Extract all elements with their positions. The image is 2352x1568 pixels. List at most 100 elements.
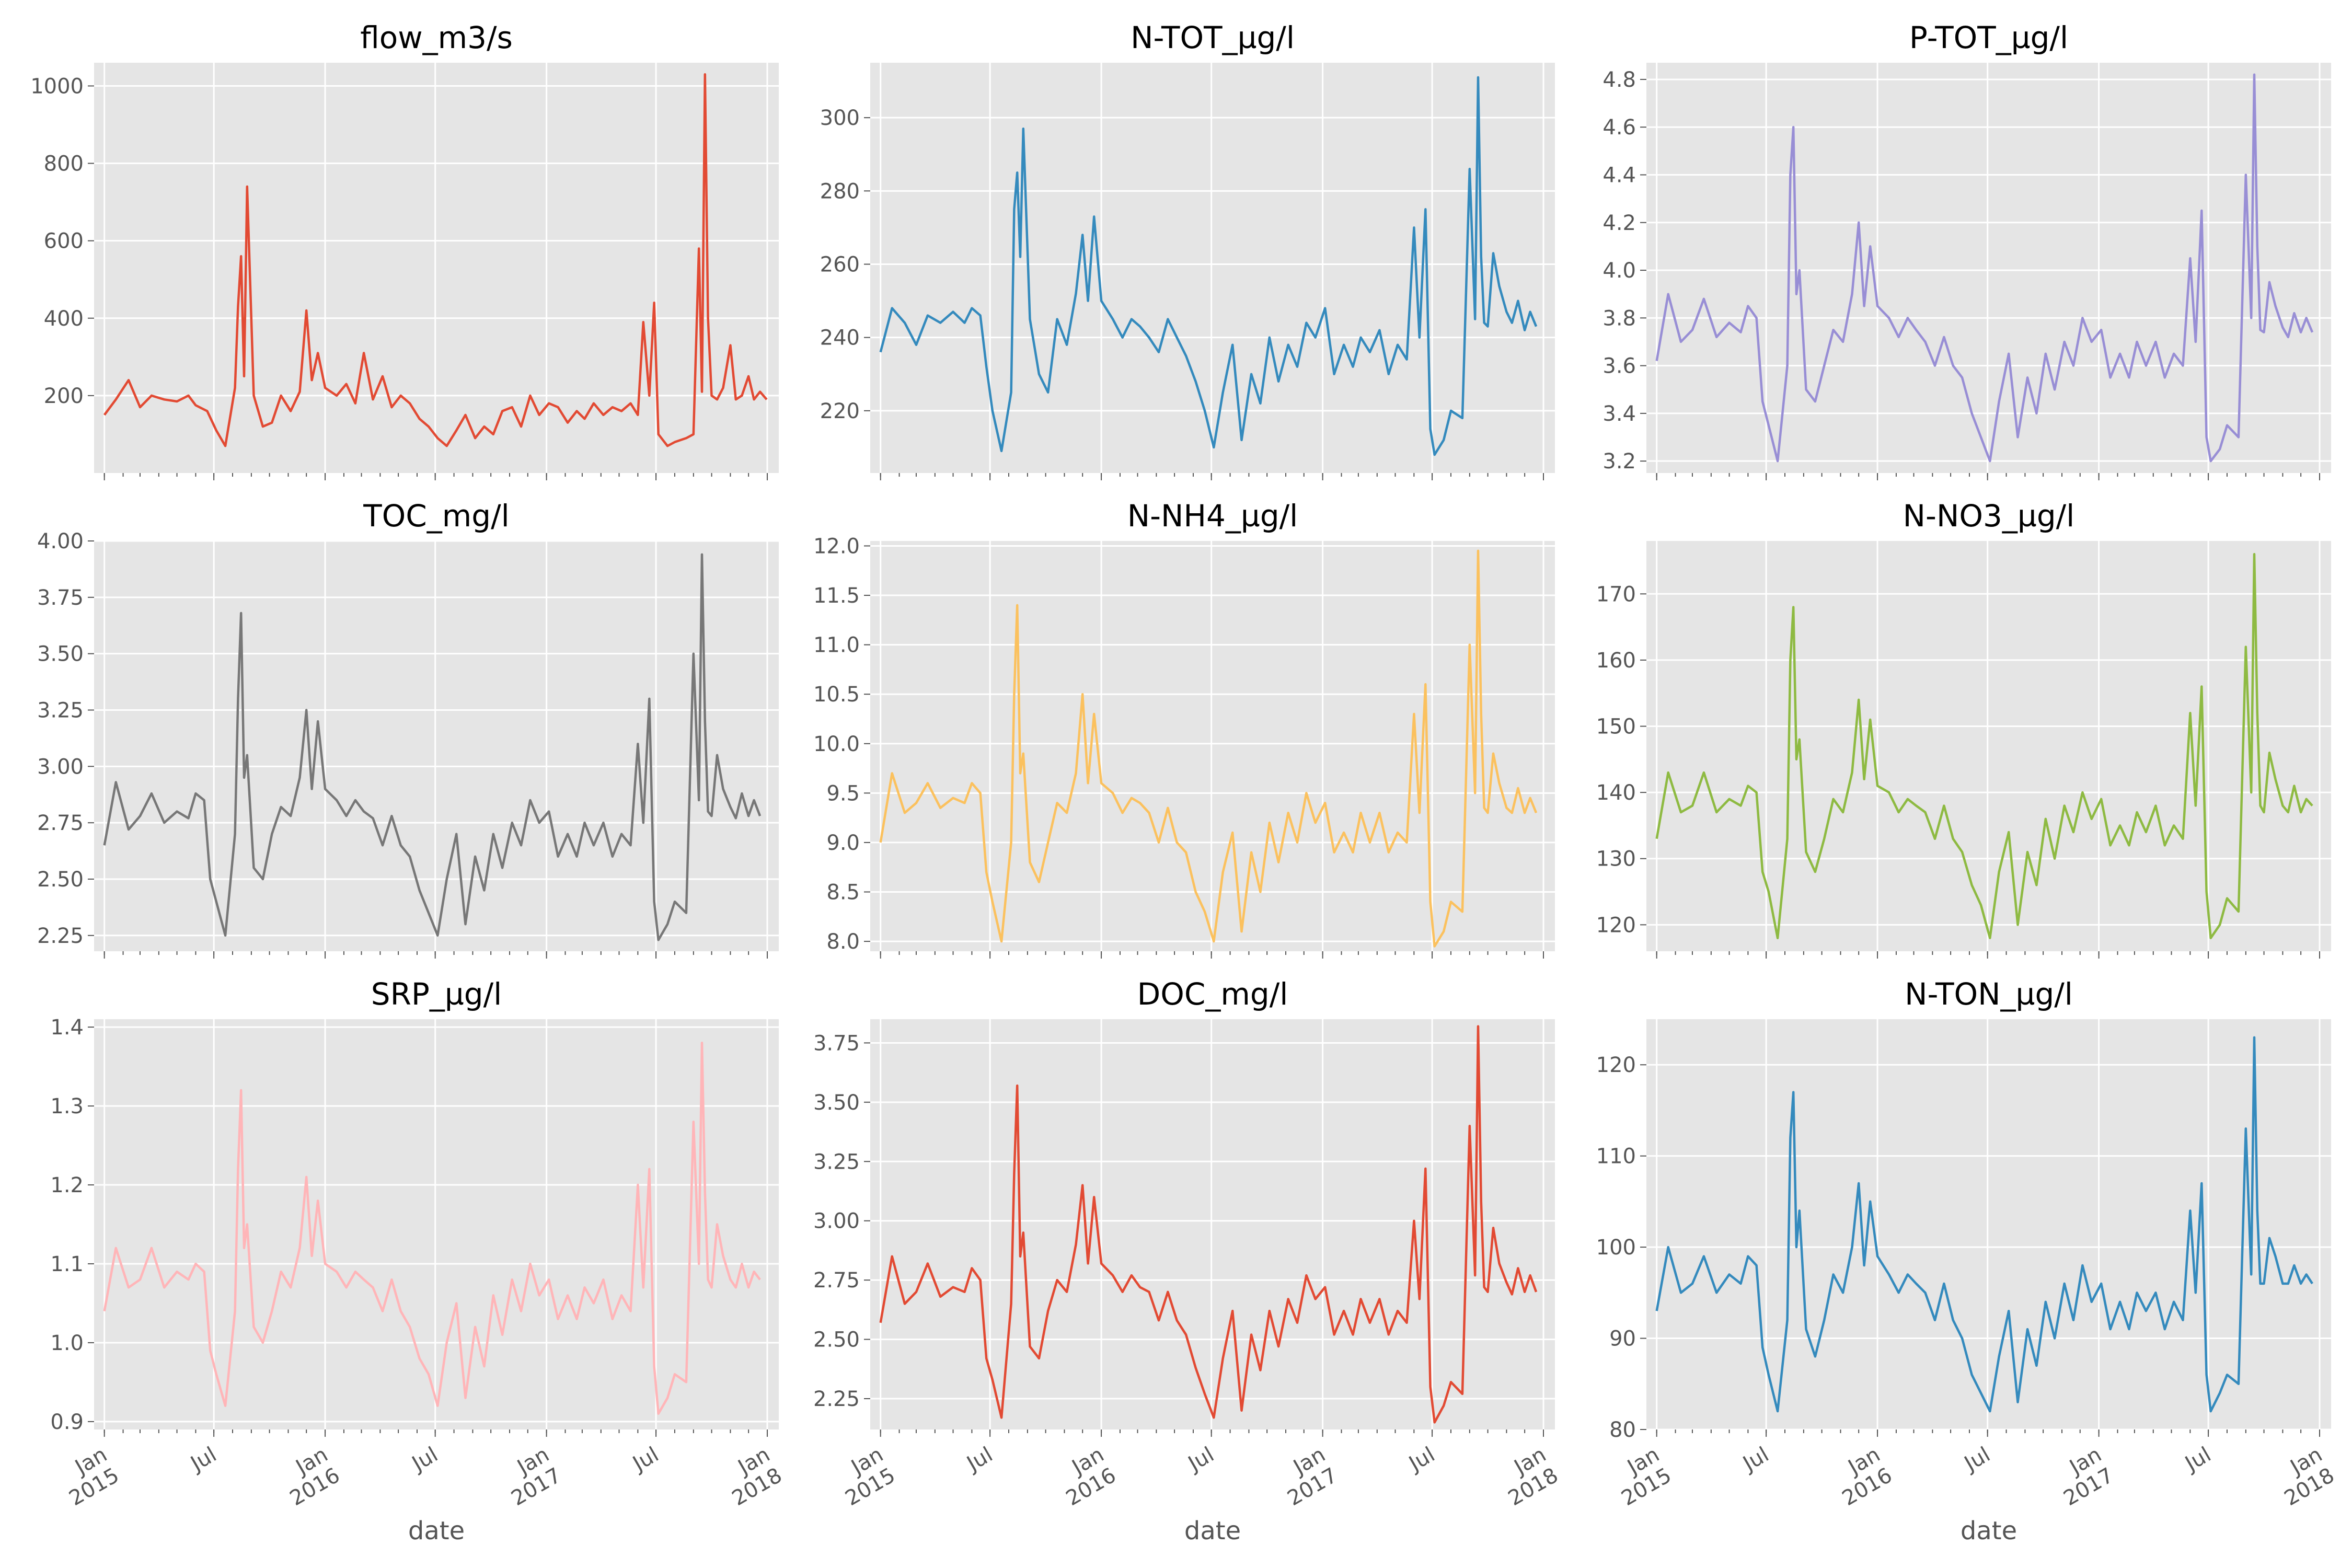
y-tick-label: 1.1	[50, 1252, 84, 1276]
y-tick-label: 4.00	[37, 529, 84, 554]
series-line	[879, 1025, 1538, 1424]
y-tick-label: 12.0	[813, 534, 860, 558]
y-tick-label: 3.00	[813, 1209, 860, 1233]
plot-area	[1646, 1019, 2331, 1429]
y-tick-label: 1.4	[50, 1016, 84, 1040]
y-tick-label: 11.0	[813, 633, 860, 658]
y-tick-label: 4.8	[1602, 68, 1636, 92]
subplot-1: 200 400 600 800 1000 flow_m3/s	[30, 20, 779, 480]
y-tick-label: 9.0	[826, 831, 860, 855]
series-line	[879, 76, 1538, 456]
subplot-5: 8.0 8.5 9.0 9.5 10.0 10.5 11.0 11.5 12.0 N-NH4_µg…	[813, 498, 1555, 959]
y-tick-label: 4.2	[1602, 211, 1636, 235]
y-tick-label: 1.0	[50, 1331, 84, 1355]
plot-area	[94, 541, 779, 951]
subplot-title: SRP_µg/l	[371, 976, 502, 1012]
y-tick-label: 260	[820, 252, 860, 276]
x-tick-label: Jan2016	[1826, 1443, 1896, 1511]
y-tick-label: 150	[1596, 715, 1636, 739]
subplot-title: N-TON_µg/l	[1905, 976, 2073, 1012]
y-tick-label: 300	[820, 106, 860, 130]
x-tick-label: Jan2015	[829, 1443, 900, 1511]
subplot-title: DOC_mg/l	[1137, 976, 1288, 1012]
subplot-7: 0.9 1.0 1.1 1.2 1.3 1.4 SRP_µg/l Jan2015 Jul Jan2…	[50, 976, 786, 1546]
y-tick-label: 90	[1609, 1327, 1636, 1351]
y-tick-label: 600	[44, 229, 84, 253]
series-line	[103, 73, 768, 447]
y-tick-label: 130	[1596, 847, 1636, 871]
x-tick-label: Jul	[1183, 1443, 1218, 1477]
plot-area	[94, 63, 779, 473]
series-line	[103, 1042, 761, 1415]
y-tick-label: 8.5	[826, 881, 860, 905]
y-tick-label: 3.25	[813, 1150, 860, 1174]
y-tick-label: 10.0	[813, 732, 860, 756]
subplot-title: N-TOT_µg/l	[1131, 20, 1295, 55]
x-axis-label: date	[1184, 1516, 1241, 1546]
y-tick-label: 4.0	[1602, 259, 1636, 283]
series-line	[1655, 1036, 2313, 1413]
y-tick-label: 2.25	[813, 1387, 860, 1411]
x-tick-label: Jul	[1738, 1443, 1773, 1477]
y-tick-label: 9.5	[826, 781, 860, 805]
x-tick-label: Jul	[2180, 1443, 2215, 1477]
subplot-title: N-NO3_µg/l	[1903, 498, 2075, 534]
y-tick-label: 110	[1596, 1145, 1636, 1169]
y-tick-label: 3.00	[37, 755, 84, 779]
x-tick-label: Jul	[1959, 1443, 1994, 1477]
x-tick-label: Jul	[962, 1443, 997, 1477]
series-line	[1655, 73, 2314, 463]
y-tick-label: 1000	[30, 74, 84, 98]
x-tick-label: Jan2016	[1050, 1443, 1120, 1511]
y-tick-label: 220	[820, 399, 860, 423]
y-tick-label: 3.75	[37, 586, 84, 610]
y-tick-label: 240	[820, 326, 860, 350]
x-tick-label: Jul	[1404, 1443, 1439, 1477]
x-tick-label: Jan2015	[53, 1443, 123, 1511]
y-tick-label: 800	[44, 152, 84, 176]
y-tick-label: 3.2	[1602, 449, 1636, 474]
subplot-9: 80 90 100 110 120 N-TON_µg/l Jan2015 Jul Jan2016…	[1596, 976, 2338, 1546]
x-axis-label: date	[408, 1516, 465, 1546]
subplot-4: 2.25 2.50 2.75 3.00 3.25 3.50 3.75 4.00 TOC_mg/l	[37, 498, 779, 959]
y-tick-label: 0.9	[50, 1410, 84, 1434]
x-tick-label: Jan2016	[274, 1443, 344, 1511]
series-line	[1655, 553, 2313, 939]
y-tick-label: 10.5	[813, 683, 860, 707]
y-tick-label: 4.4	[1602, 164, 1636, 188]
subplot-3: 3.2 3.4 3.6 3.8 4.0 4.2 4.4 4.6 4.8 P-TOT_µg/l	[1602, 20, 2331, 480]
x-tick-label: Jan2017	[1271, 1443, 1341, 1511]
y-tick-label: 280	[820, 179, 860, 203]
y-tick-label: 3.6	[1602, 354, 1636, 378]
plot-area	[870, 541, 1555, 951]
y-tick-label: 3.75	[813, 1031, 860, 1055]
plot-area	[870, 63, 1555, 473]
plot-area	[870, 1019, 1555, 1429]
y-tick-label: 400	[44, 307, 84, 331]
y-tick-label: 3.25	[37, 698, 84, 722]
plot-area	[94, 1019, 779, 1429]
y-tick-label: 3.50	[813, 1091, 860, 1115]
y-tick-label: 2.50	[37, 868, 84, 892]
y-tick-label: 3.8	[1602, 306, 1636, 330]
x-tick-label: Jan2018	[1492, 1443, 1562, 1511]
y-tick-label: 100	[1596, 1236, 1636, 1260]
x-tick-label: Jul	[186, 1443, 221, 1477]
y-tick-label: 4.6	[1602, 116, 1636, 140]
y-tick-label: 1.2	[50, 1173, 84, 1197]
x-tick-label: Jan2015	[1606, 1443, 1676, 1511]
x-tick-label: Jul	[628, 1443, 663, 1477]
plot-area	[1646, 541, 2331, 951]
x-tick-label: Jan2018	[716, 1443, 786, 1511]
y-tick-label: 2.75	[813, 1269, 860, 1293]
x-tick-label: Jan2018	[2268, 1443, 2338, 1511]
series-line	[103, 553, 762, 941]
x-tick-label: Jan2017	[495, 1443, 565, 1511]
y-tick-label: 80	[1609, 1418, 1636, 1442]
subplot-title: flow_m3/s	[360, 20, 513, 55]
y-tick-label: 3.4	[1602, 402, 1636, 426]
subplot-title: TOC_mg/l	[363, 498, 510, 534]
y-tick-label: 11.5	[813, 584, 860, 608]
subplot-2: 220 240 260 280 300 N-TOT_µg/l	[820, 20, 1555, 480]
